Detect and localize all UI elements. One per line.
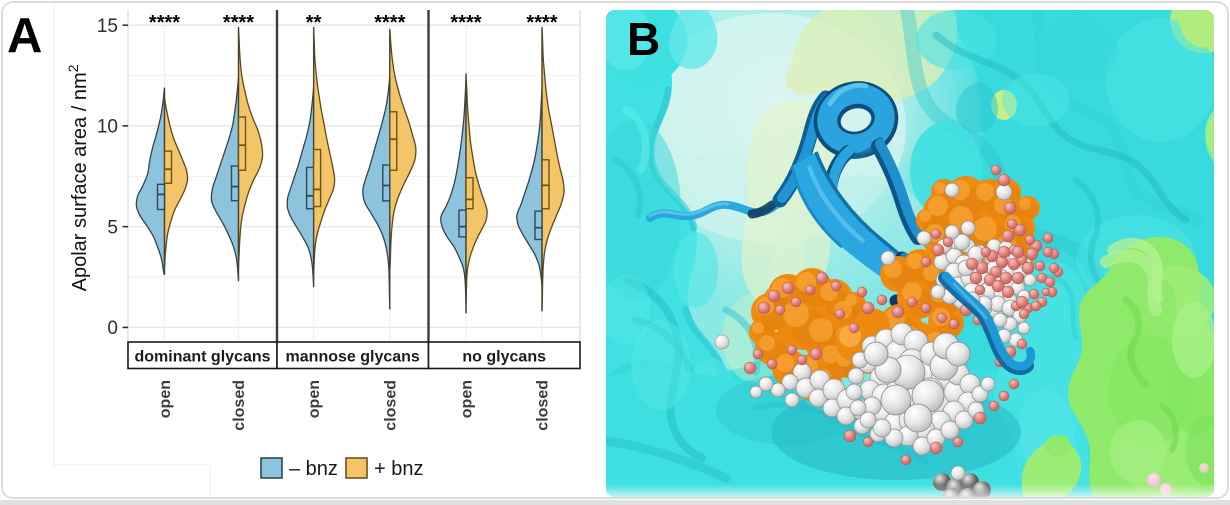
svg-text:****: **** [450, 12, 481, 34]
svg-text:open: open [157, 380, 174, 418]
svg-text:0: 0 [107, 318, 118, 339]
svg-text:no glycans: no glycans [462, 349, 546, 366]
svg-text:– bnz: – bnz [289, 458, 338, 480]
svg-text:****: **** [149, 12, 180, 34]
svg-text:****: **** [526, 12, 557, 34]
svg-text:15: 15 [97, 16, 118, 37]
svg-text:5: 5 [107, 218, 118, 239]
svg-text:open: open [306, 380, 323, 418]
svg-text:A: A [7, 9, 42, 63]
svg-text:10: 10 [97, 117, 118, 138]
svg-text:closed: closed [231, 380, 248, 431]
svg-text:closed: closed [535, 380, 552, 431]
svg-text:+ bnz: + bnz [374, 458, 423, 480]
svg-text:Apolar surface area / nm2: Apolar surface area / nm2 [65, 64, 91, 291]
svg-text:dominant glycans: dominant glycans [134, 349, 270, 366]
svg-text:closed: closed [382, 380, 399, 431]
svg-text:****: **** [223, 12, 254, 34]
svg-text:**: ** [306, 12, 322, 34]
svg-text:mannose glycans: mannose glycans [286, 349, 420, 366]
svg-text:B: B [627, 13, 660, 65]
svg-text:****: **** [374, 12, 405, 34]
svg-text:open: open [459, 380, 476, 418]
